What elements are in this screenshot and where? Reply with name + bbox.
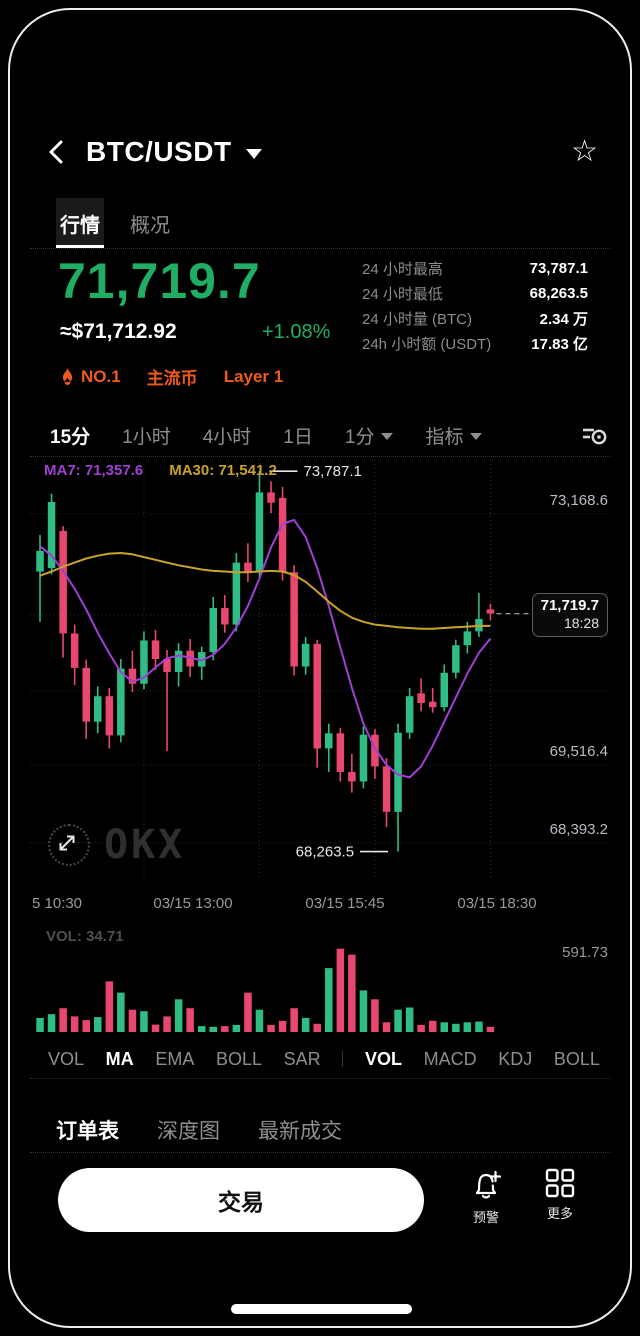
tab-underline (56, 245, 104, 248)
flame-icon (62, 367, 73, 385)
indicator-boll[interactable]: BOLL (215, 1048, 262, 1069)
indicator-sar[interactable]: SAR (283, 1048, 321, 1069)
indicator-kdj[interactable]: KDJ (498, 1048, 533, 1069)
layer-badge[interactable]: Layer 1 (223, 366, 284, 386)
stat-row-turnover-usdt: 24h 小时额 (USDT) 17.83 亿 (362, 336, 588, 353)
alert-label: 预警 (472, 1210, 499, 1225)
volume-svg (36, 948, 495, 1032)
pair-title[interactable]: BTC/USDT (86, 136, 232, 167)
ma30-label: MA30: 71,541.2 (169, 462, 277, 479)
home-indicator[interactable] (231, 1304, 412, 1314)
time-axis-label: 03/15 13:00 (153, 895, 233, 912)
header: BTC/USDT ☆ (42, 128, 598, 176)
orderbook-tabs: 订单表 深度图 最新成交 (30, 1108, 610, 1153)
timeframe-more-dropdown[interactable]: 1分 (345, 422, 394, 449)
fullscreen-expand-icon[interactable] (48, 824, 90, 866)
volume-axis-max: 591.73 (562, 944, 608, 961)
stat-row-volume-btc: 24 小时量 (BTC) 2.34 万 (362, 311, 588, 328)
price-change-percent: +1.08% (262, 321, 331, 343)
grid-more-icon (545, 1168, 575, 1198)
time-axis: 5 10:30 03/15 13:00 03/15 15:45 03/15 18:30 (30, 893, 608, 917)
timeframe-bar: 15分 1小时 4小时 1日 1分 指标 (30, 414, 610, 457)
candlestick-svg: 73,787.1 68,263.5 (30, 460, 608, 880)
price-alert-action[interactable]: 预警 (454, 1168, 518, 1226)
indicator-ma[interactable]: MA (105, 1048, 134, 1069)
price-axis-label: 68,393.2 (549, 821, 608, 838)
ma7-label: MA7: 71,357.6 (44, 462, 144, 479)
price-axis-label: 69,516.4 (549, 743, 608, 760)
price-axis-label: 73,168.6 (549, 492, 608, 509)
tab-depth-chart[interactable]: 深度图 (157, 1120, 220, 1143)
timeframe-1d[interactable]: 1日 (283, 426, 313, 448)
indicator-dropdown[interactable]: 指标 (425, 422, 483, 449)
favorite-star-icon[interactable]: ☆ (571, 135, 598, 168)
timeframe-15m[interactable]: 15分 (50, 426, 91, 448)
svg-text:73,787.1: 73,787.1 (303, 463, 361, 480)
time-axis-label: 03/15 18:30 (457, 895, 537, 912)
timeframe-1h[interactable]: 1小时 (122, 426, 171, 448)
stats-panel: 24 小时最高 73,787.1 24 小时最低 68,263.5 24 小时量… (362, 256, 588, 356)
time-axis-label: 5 10:30 (31, 895, 83, 912)
trade-button[interactable]: 交易 (58, 1168, 424, 1232)
indicator-divider (342, 1051, 344, 1067)
chevron-down-icon (470, 432, 483, 440)
timeframe-4h[interactable]: 4小时 (202, 426, 252, 448)
tab-market[interactable]: 行情 (56, 198, 104, 248)
volume-pane[interactable]: VOL: 34.71 591.73 (30, 924, 608, 1034)
last-price: 71,719.7 (58, 253, 261, 309)
ma-legend: MA7: 71,357.6 MA30: 71,541.2 (44, 462, 277, 479)
time-axis-label: 03/15 15:45 (305, 895, 385, 912)
volume-current-label: VOL: 34.71 (46, 928, 124, 945)
indicator-vol-sub[interactable]: VOL (364, 1048, 402, 1069)
candlestick-chart[interactable]: MA7: 71,357.6 MA30: 71,541.2 73,787.1 68,… (30, 460, 608, 880)
back-icon[interactable] (42, 137, 72, 167)
more-label: 更多 (546, 1206, 573, 1221)
stat-row-low: 24 小时最低 68,263.5 (362, 285, 588, 303)
tab-overview[interactable]: 概况 (130, 214, 170, 237)
tab-latest-trades[interactable]: 最新成交 (258, 1120, 342, 1143)
stat-row-high: 24 小时最高 73,787.1 (362, 260, 588, 278)
tab-order-book[interactable]: 订单表 (56, 1120, 119, 1143)
indicator-bar: VOL MA EMA BOLL SAR VOL MACD KDJ BOLL (30, 1040, 610, 1079)
top-tabs: 行情 概况 (30, 198, 610, 249)
rank-badge[interactable]: NO.1 (60, 367, 121, 387)
category-badge[interactable]: 主流币 (146, 369, 198, 388)
pair-dropdown-caret-icon[interactable] (245, 149, 262, 159)
okx-logo-watermark: OKX (104, 822, 186, 868)
more-action[interactable]: 更多 (528, 1168, 592, 1222)
indicator-ema[interactable]: EMA (155, 1048, 195, 1069)
indicator-vol-main[interactable]: VOL (48, 1048, 85, 1069)
chart-settings-icon[interactable] (580, 422, 610, 448)
last-price-badge: 71,719.7 18:28 (531, 593, 608, 637)
bell-plus-icon (475, 1170, 502, 1199)
chevron-down-icon (381, 432, 394, 440)
fiat-price: ≈$71,712.92 (60, 320, 177, 343)
indicator-macd[interactable]: MACD (423, 1048, 477, 1069)
token-badges: NO.1 主流币 Layer 1 (60, 364, 283, 389)
chart-watermark: OKX (48, 822, 185, 868)
svg-text:68,263.5: 68,263.5 (296, 844, 354, 861)
indicator-boll-sub[interactable]: BOLL (553, 1048, 600, 1069)
